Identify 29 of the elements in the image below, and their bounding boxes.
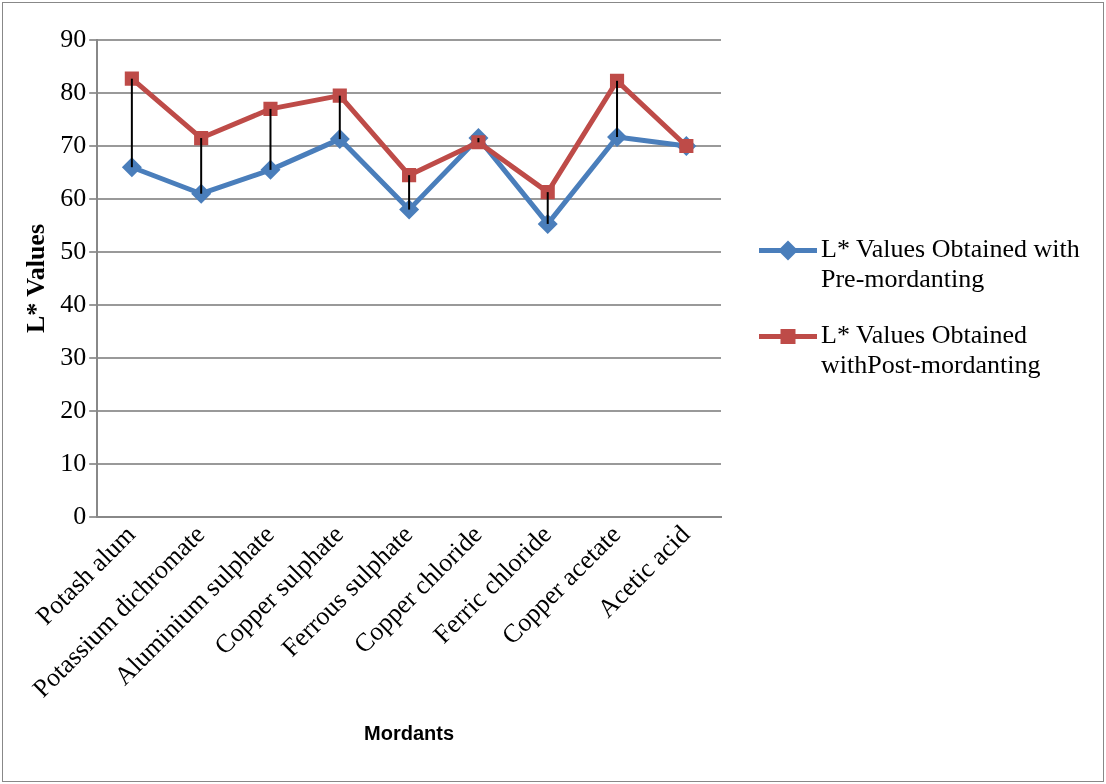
y-tick-label: 90: [60, 23, 87, 53]
point: [260, 159, 281, 180]
point: [263, 101, 278, 116]
point: [471, 135, 486, 150]
point: [332, 88, 347, 103]
point: [537, 213, 558, 234]
point: [194, 130, 209, 146]
point: [402, 168, 417, 183]
y-tick-label: 60: [60, 182, 87, 212]
point: [609, 73, 625, 88]
point: [124, 71, 139, 86]
y-axis-title: L* Values: [21, 223, 51, 334]
x-axis-title: Mordants: [364, 721, 455, 744]
y-tick-label: 30: [60, 341, 87, 371]
y-tick-label: 50: [60, 235, 87, 265]
y-tick-label: 0: [73, 500, 87, 530]
y-tick-label: 40: [60, 288, 87, 318]
y-tick-label: 10: [60, 447, 87, 477]
point: [540, 185, 555, 200]
point: [121, 157, 142, 178]
y-tick-label: 70: [60, 129, 87, 159]
y-tick-label: 80: [60, 76, 87, 106]
point: [191, 183, 212, 204]
legend-label: L* Values Obtained withPost-mordanting: [821, 320, 1041, 380]
point: [329, 129, 350, 150]
point: [399, 199, 420, 220]
legend-label: L* Values Obtained with Pre-mordanting: [821, 234, 1080, 294]
y-tick-label: 20: [60, 394, 87, 424]
point: [607, 127, 628, 147]
